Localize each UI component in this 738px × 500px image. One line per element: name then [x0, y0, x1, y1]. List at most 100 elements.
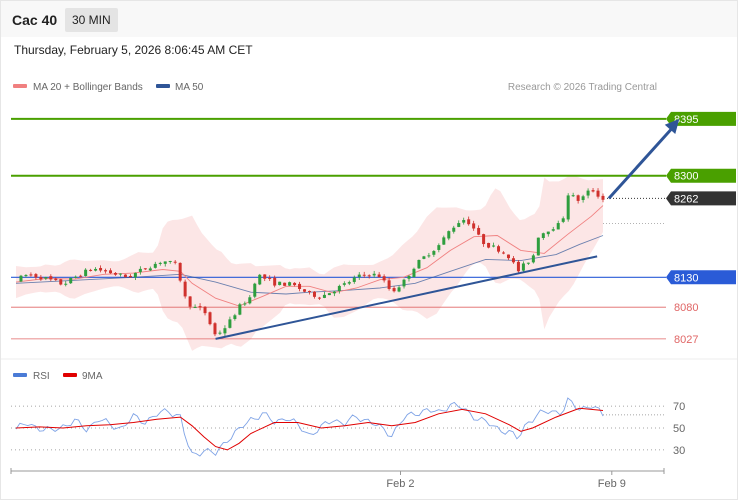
candle — [243, 301, 247, 306]
candle — [492, 242, 496, 248]
candle — [372, 270, 376, 278]
candle-body — [228, 319, 232, 328]
instrument-title: Cac 40 — [12, 12, 58, 28]
candle — [148, 266, 152, 272]
candle-body — [84, 269, 88, 276]
candle — [437, 243, 441, 253]
candle — [362, 271, 366, 278]
candle — [218, 330, 222, 335]
candle-body — [337, 285, 341, 292]
candle-body — [402, 279, 406, 287]
candle-body — [551, 229, 555, 231]
candle-body — [576, 195, 580, 201]
candle-body — [218, 332, 222, 334]
candle-body — [74, 276, 78, 278]
candle-body — [541, 233, 545, 238]
candle-body — [123, 274, 127, 278]
candle — [104, 268, 108, 274]
candle — [357, 272, 361, 280]
candle — [586, 188, 590, 199]
candle — [497, 244, 501, 254]
candle-body — [138, 268, 142, 272]
candle — [342, 281, 346, 287]
candle-body — [308, 290, 311, 292]
candle — [163, 261, 167, 267]
rsi-tick-30: 30 — [673, 445, 685, 457]
candle-body — [382, 276, 386, 281]
candle — [477, 225, 481, 236]
level-tag-8130: 8130 — [666, 270, 736, 285]
candle — [49, 274, 53, 282]
candle-body — [278, 281, 282, 286]
legend-swatch-rsi — [13, 373, 27, 377]
candle — [347, 280, 351, 286]
candle — [64, 280, 68, 287]
candle-body — [357, 274, 361, 278]
candle-body — [198, 306, 202, 308]
candle-body — [99, 267, 103, 271]
candle — [506, 254, 510, 261]
candle-body — [104, 270, 108, 272]
header-bar: Cac 40 30 MIN — [1, 1, 737, 37]
candle-body — [298, 283, 302, 289]
candle-body — [312, 291, 316, 297]
candles — [19, 188, 605, 337]
rsi-ma9-line — [15, 407, 604, 451]
candle — [158, 261, 162, 266]
candle — [193, 304, 197, 309]
candle — [427, 252, 431, 258]
candle — [387, 277, 391, 291]
interval-button[interactable]: 30 MIN — [65, 8, 118, 32]
candle-body — [536, 237, 540, 256]
candle — [283, 282, 287, 286]
candle — [253, 282, 257, 299]
candle — [173, 260, 177, 265]
candle-body — [452, 227, 456, 232]
candle-body — [601, 195, 605, 200]
candle — [407, 275, 411, 282]
candle-body — [128, 275, 132, 278]
candle — [278, 281, 282, 286]
legend-label-rsi: RSI — [33, 371, 50, 382]
candle-body — [427, 255, 431, 257]
candle-body — [546, 231, 550, 235]
candle-body — [113, 272, 117, 275]
candle-body — [437, 245, 441, 250]
candle — [89, 268, 93, 272]
candle — [402, 278, 406, 289]
candle-body — [516, 261, 520, 272]
candle — [178, 262, 182, 283]
level-label-8262: 8262 — [674, 193, 698, 205]
candle-body — [258, 274, 262, 285]
candle — [601, 193, 605, 203]
copyright: Research © 2026 Trading Central — [508, 82, 657, 93]
candle — [521, 261, 525, 273]
candle-body — [352, 277, 356, 282]
candle-body — [64, 283, 68, 285]
candle — [213, 322, 217, 337]
candle — [327, 293, 331, 296]
candle — [24, 274, 28, 278]
time-axis: Feb 2 Feb 9 — [10, 468, 665, 490]
candle-body — [322, 294, 326, 298]
time-label: Feb 9 — [598, 478, 626, 490]
candle-body — [178, 262, 182, 281]
candle-body — [153, 263, 157, 268]
candle — [502, 251, 506, 255]
candle-body — [407, 275, 411, 279]
candle-body — [118, 273, 122, 275]
candle-body — [238, 304, 242, 315]
candle — [44, 276, 48, 281]
candle — [223, 325, 227, 337]
trendline — [215, 255, 598, 340]
legend-label-ma50: MA 50 — [175, 82, 204, 93]
candle — [422, 255, 426, 260]
candle — [392, 286, 396, 293]
candle — [581, 194, 585, 203]
level-tag-8300: 8300 — [666, 168, 736, 183]
candle-body — [581, 196, 585, 201]
candle-body — [596, 190, 600, 197]
candle — [531, 253, 535, 264]
candle — [452, 225, 456, 234]
